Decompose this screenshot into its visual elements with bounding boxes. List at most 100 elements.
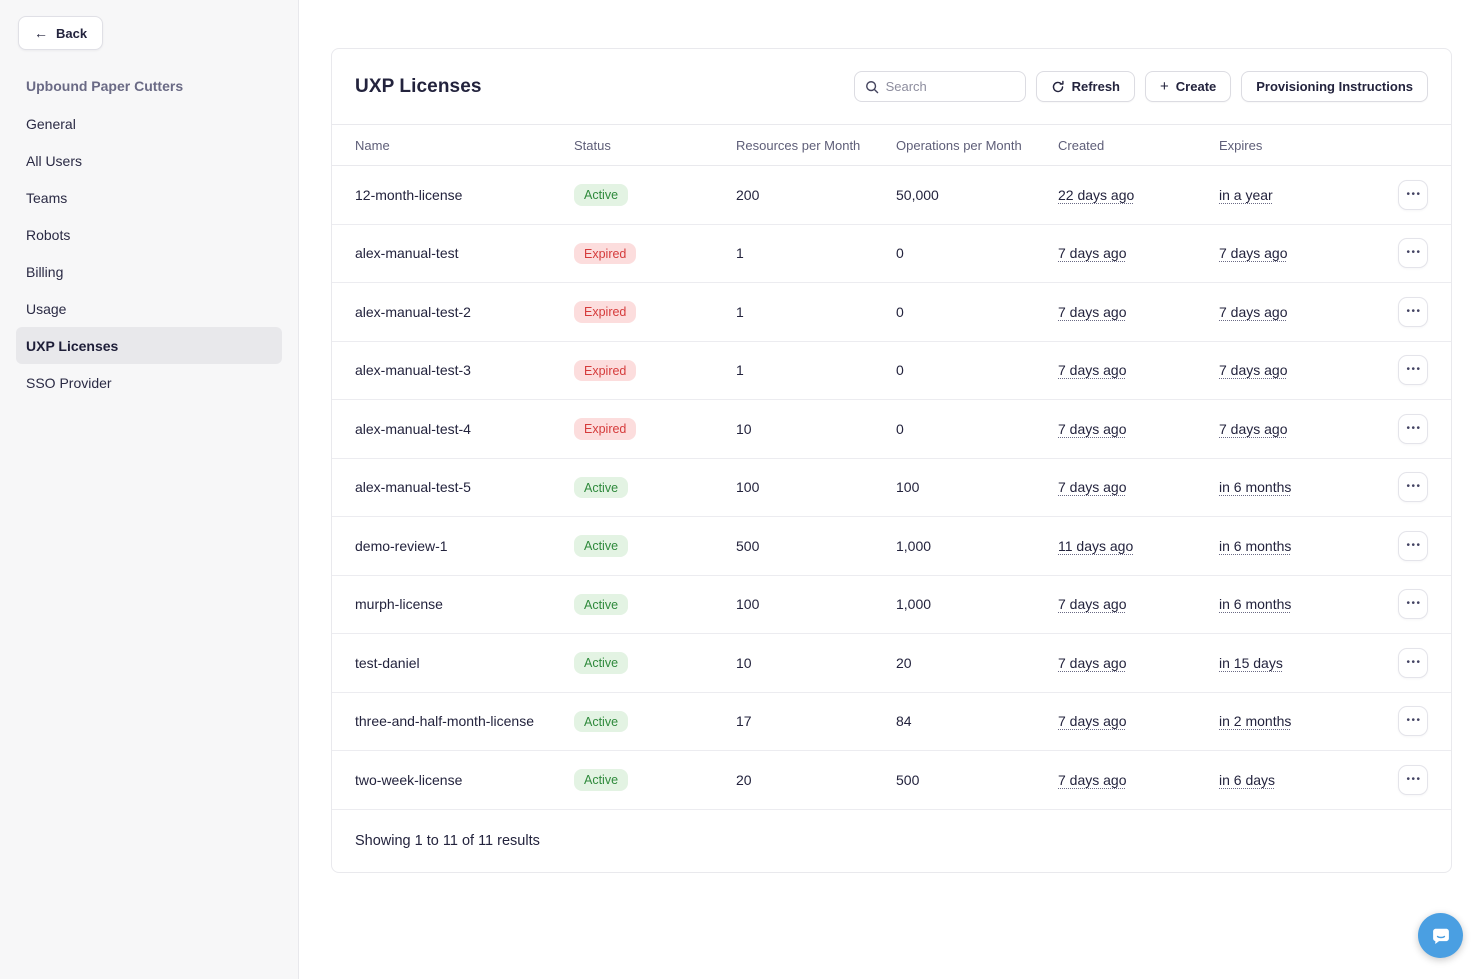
expires-value: in 6 months [1219,479,1292,496]
ellipsis-icon: ••• [1406,481,1422,493]
table-row: demo-review-1 Active 500 1,000 11 days a… [332,517,1451,576]
ellipsis-icon: ••• [1406,715,1422,727]
resources-per-month: 1 [736,245,744,262]
table-row: 12-month-license Active 200 50,000 22 da… [332,166,1451,225]
resources-per-month: 1 [736,303,744,320]
card-footer: Showing 1 to 11 of 11 results [332,810,1451,872]
status-badge: Active [574,652,629,674]
sidebar-item-uxp-licenses[interactable]: UXP Licenses [16,327,282,364]
created-value: 7 days ago [1058,420,1127,437]
row-actions-button[interactable]: ••• [1398,413,1428,444]
plus-icon: + [1160,77,1169,95]
status-badge: Active [574,184,629,206]
page-title: UXP Licenses [355,75,482,97]
status-badge: Active [574,535,629,557]
sidebar-item-general[interactable]: General [26,115,76,132]
search-box[interactable] [853,71,1026,102]
row-actions-button[interactable]: ••• [1398,764,1428,795]
sidebar-nav: Upbound Paper Cutters General All Users … [0,67,298,401]
sidebar-item-usage[interactable]: Usage [26,300,67,317]
expires-value: 7 days ago [1219,362,1288,379]
license-name: three-and-half-month-license [355,713,534,730]
status-badge: Active [574,476,629,498]
expires-value: in 2 months [1219,713,1292,730]
back-button-label: Back [56,25,88,41]
refresh-icon [1052,80,1064,92]
provisioning-instructions-button[interactable]: Provisioning Instructions [1241,71,1428,102]
ellipsis-icon: ••• [1406,422,1422,434]
created-value: 7 days ago [1058,713,1127,730]
ellipsis-icon: ••• [1406,773,1422,785]
operations-per-month: 0 [896,303,904,320]
sidebar-item-billing[interactable]: Billing [26,263,64,280]
row-actions-button[interactable]: ••• [1398,179,1428,210]
back-button[interactable]: ← Back [18,16,104,50]
license-name: 12-month-license [355,186,463,203]
chat-bubble-icon [1432,928,1449,944]
expires-value: in a year [1219,186,1273,203]
created-value: 7 days ago [1058,303,1127,320]
resources-per-month: 100 [736,479,760,496]
back-arrow-icon: ← [34,25,48,41]
created-value: 7 days ago [1058,479,1127,496]
row-actions-button[interactable]: ••• [1398,589,1428,620]
resources-per-month: 10 [736,420,752,437]
table-row: alex-manual-test Expired 1 0 7 days ago … [332,225,1451,283]
status-badge: Expired [574,301,637,323]
chat-launcher-button[interactable] [1418,913,1463,958]
column-header-operations: Operations per Month [896,137,1022,153]
ellipsis-icon: ••• [1406,188,1422,200]
license-name: test-daniel [355,654,420,671]
row-actions-button[interactable]: ••• [1398,706,1428,737]
ellipsis-icon: ••• [1406,305,1422,317]
sidebar-item-all-users[interactable]: All Users [26,152,83,169]
search-input[interactable] [885,79,1015,94]
ellipsis-icon: ••• [1406,598,1422,610]
table-row: alex-manual-test-5 Active 100 100 7 days… [332,459,1451,517]
license-name: two-week-license [355,771,463,788]
resources-per-month: 200 [736,186,760,203]
refresh-button[interactable]: Refresh [1035,71,1136,102]
row-actions-button[interactable]: ••• [1398,296,1428,327]
operations-per-month: 50,000 [896,186,939,203]
row-actions-button[interactable]: ••• [1398,238,1428,269]
license-name: alex-manual-test-3 [355,362,471,379]
table-row: murph-license Active 100 1,000 7 days ag… [332,576,1451,634]
created-value: 22 days ago [1058,186,1135,203]
license-name: alex-manual-test-4 [355,420,471,437]
sidebar-item-sso-provider[interactable]: SSO Provider [26,374,112,391]
sidebar: ← Back Upbound Paper Cutters General All… [0,0,299,979]
operations-per-month: 0 [896,420,904,437]
row-actions-button[interactable]: ••• [1398,530,1428,561]
license-name: alex-manual-test [355,245,459,262]
table-header-row: Name Status Resources per Month Operatio… [332,124,1451,166]
column-header-expires: Expires [1219,137,1263,153]
header-actions: Refresh + Create Provisioning Instructio… [853,71,1428,102]
license-name: murph-license [355,596,443,613]
row-actions-button[interactable]: ••• [1398,472,1428,503]
ellipsis-icon: ••• [1406,539,1422,551]
operations-per-month: 84 [896,713,912,730]
column-header-resources: Resources per Month [736,137,861,153]
row-actions-button[interactable]: ••• [1398,647,1428,678]
sidebar-item-robots[interactable]: Robots [26,226,71,243]
ellipsis-icon: ••• [1406,247,1422,259]
license-name: alex-manual-test-2 [355,303,471,320]
license-name: demo-review-1 [355,537,448,554]
licenses-card: UXP Licenses Refresh [331,48,1452,873]
create-button[interactable]: + Create [1145,71,1232,102]
resources-per-month: 1 [736,362,744,379]
sidebar-item-teams[interactable]: Teams [26,189,68,206]
table-row: alex-manual-test-4 Expired 10 0 7 days a… [332,400,1451,459]
row-actions-button[interactable]: ••• [1398,355,1428,386]
created-value: 7 days ago [1058,596,1127,613]
expires-value: in 6 months [1219,596,1292,613]
sidebar-items: General All Users Teams Robots Billing U… [0,105,298,401]
ellipsis-icon: ••• [1406,364,1422,376]
operations-per-month: 1,000 [896,596,932,613]
resources-per-month: 10 [736,654,752,671]
operations-per-month: 500 [896,771,920,788]
created-value: 7 days ago [1058,362,1127,379]
column-header-created: Created [1058,137,1105,153]
created-value: 7 days ago [1058,771,1127,788]
